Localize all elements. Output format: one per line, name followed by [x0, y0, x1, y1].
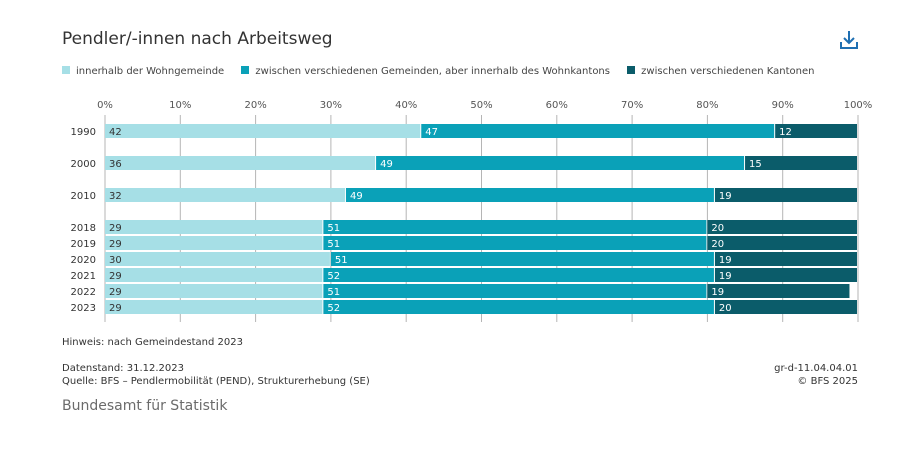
bar-segment — [707, 220, 857, 234]
bar-segment — [105, 220, 323, 234]
bar-segment — [376, 156, 745, 170]
bar-segment — [105, 188, 345, 202]
chart-note: Hinweis: nach Gemeindestand 2023 — [62, 337, 243, 348]
x-tick-label: 70% — [621, 100, 643, 111]
x-tick-label: 30% — [320, 100, 342, 111]
publisher-name: Bundesamt für Statistik — [62, 398, 228, 414]
data-label: 29 — [109, 287, 122, 298]
data-label: 19 — [719, 271, 732, 282]
bar-segment — [323, 300, 714, 314]
chart-legend: innerhalb der Wohngemeinde zwischen vers… — [62, 66, 828, 77]
data-label: 29 — [109, 223, 122, 234]
x-tick-label: 0% — [97, 100, 113, 111]
legend-item-wohnkanton[interactable]: zwischen verschiedenen Gemeinden, aber i… — [241, 66, 610, 77]
bar-segment — [323, 236, 707, 250]
bar-segment — [707, 284, 850, 298]
bar-segment — [345, 188, 714, 202]
x-tick-label: 20% — [244, 100, 266, 111]
data-label: 29 — [109, 239, 122, 250]
stacked-bar-chart: 0% 10% 20% 30% 40% 50% 60% 70% 80% 90% 100% 1990 42 4… — [71, 100, 873, 322]
bar-segment — [323, 220, 707, 234]
bar-segment — [421, 124, 775, 138]
bar-segment — [714, 188, 857, 202]
x-tick-label: 50% — [470, 100, 492, 111]
data-label: 19 — [719, 191, 732, 202]
bar-segment — [714, 300, 857, 314]
data-label: 32 — [109, 191, 122, 202]
data-label: 47 — [425, 127, 438, 138]
legend-swatch — [62, 66, 70, 74]
data-label: 42 — [109, 127, 122, 138]
bar-segment — [707, 236, 857, 250]
y-category-label: 2023 — [71, 303, 96, 314]
x-tick-label: 40% — [395, 100, 417, 111]
legend-label: zwischen verschiedenen Gemeinden, aber i… — [255, 66, 610, 77]
data-label: 29 — [109, 303, 122, 314]
bar-segment — [105, 252, 330, 266]
x-tick-label: 80% — [696, 100, 718, 111]
data-label: 12 — [779, 127, 792, 138]
legend-item-kantone[interactable]: zwischen verschiedenen Kantonen — [627, 66, 814, 77]
y-category-label: 2018 — [71, 223, 96, 234]
data-label: 30 — [109, 255, 122, 266]
x-tick-label: 100% — [844, 100, 873, 111]
x-tick-label: 60% — [546, 100, 568, 111]
bar-segment — [105, 124, 421, 138]
bar-segment — [105, 284, 323, 298]
data-label: 51 — [327, 287, 340, 298]
bar-segment — [105, 268, 323, 282]
data-source: Quelle: BFS – Pendlermobilität (PEND), S… — [62, 376, 370, 387]
data-label: 51 — [327, 239, 340, 250]
x-tick-label: 10% — [169, 100, 191, 111]
data-label: 20 — [711, 239, 724, 250]
data-label: 29 — [109, 271, 122, 282]
legend-swatch — [627, 66, 636, 74]
bar-segment — [745, 156, 857, 170]
y-category-label: 1990 — [71, 127, 96, 138]
data-label: 15 — [749, 159, 762, 170]
bar-segment — [775, 124, 857, 138]
data-label: 51 — [335, 255, 348, 266]
legend-swatch — [241, 66, 250, 74]
legend-item-wohngemeinde[interactable]: innerhalb der Wohngemeinde — [62, 66, 224, 77]
data-label: 51 — [327, 223, 340, 234]
data-label: 20 — [711, 223, 724, 234]
x-tick-label: 90% — [772, 100, 794, 111]
copyright: © BFS 2025 — [797, 376, 858, 387]
chart-title: Pendler/-innen nach Arbeitsweg — [62, 29, 333, 49]
y-category-label: 2022 — [71, 287, 96, 298]
data-label: 49 — [380, 159, 393, 170]
legend-label: zwischen verschiedenen Kantonen — [641, 66, 815, 77]
data-label: 19 — [719, 255, 732, 266]
bar-segment — [714, 268, 857, 282]
data-label: 36 — [109, 159, 122, 170]
legend-label: innerhalb der Wohngemeinde — [76, 66, 225, 77]
download-icon[interactable] — [838, 29, 860, 51]
bar-segment — [323, 268, 714, 282]
data-label: 52 — [327, 303, 340, 314]
bar-segment — [330, 252, 714, 266]
bar-segment — [714, 252, 857, 266]
bar-segment — [105, 156, 376, 170]
data-label: 19 — [711, 287, 724, 298]
bar-segment — [323, 284, 707, 298]
bar-segment — [105, 236, 323, 250]
data-label: 20 — [719, 303, 732, 314]
data-date: Datenstand: 31.12.2023 — [62, 363, 184, 374]
data-label: 52 — [327, 271, 340, 282]
y-category-label: 2021 — [71, 271, 96, 282]
y-category-label: 2000 — [71, 159, 96, 170]
data-label: 49 — [350, 191, 363, 202]
y-category-label: 2019 — [71, 239, 96, 250]
bar-segment — [105, 300, 323, 314]
y-category-label: 2010 — [71, 191, 96, 202]
y-category-label: 2020 — [71, 255, 96, 266]
chart-code: gr-d-11.04.04.01 — [774, 363, 858, 374]
